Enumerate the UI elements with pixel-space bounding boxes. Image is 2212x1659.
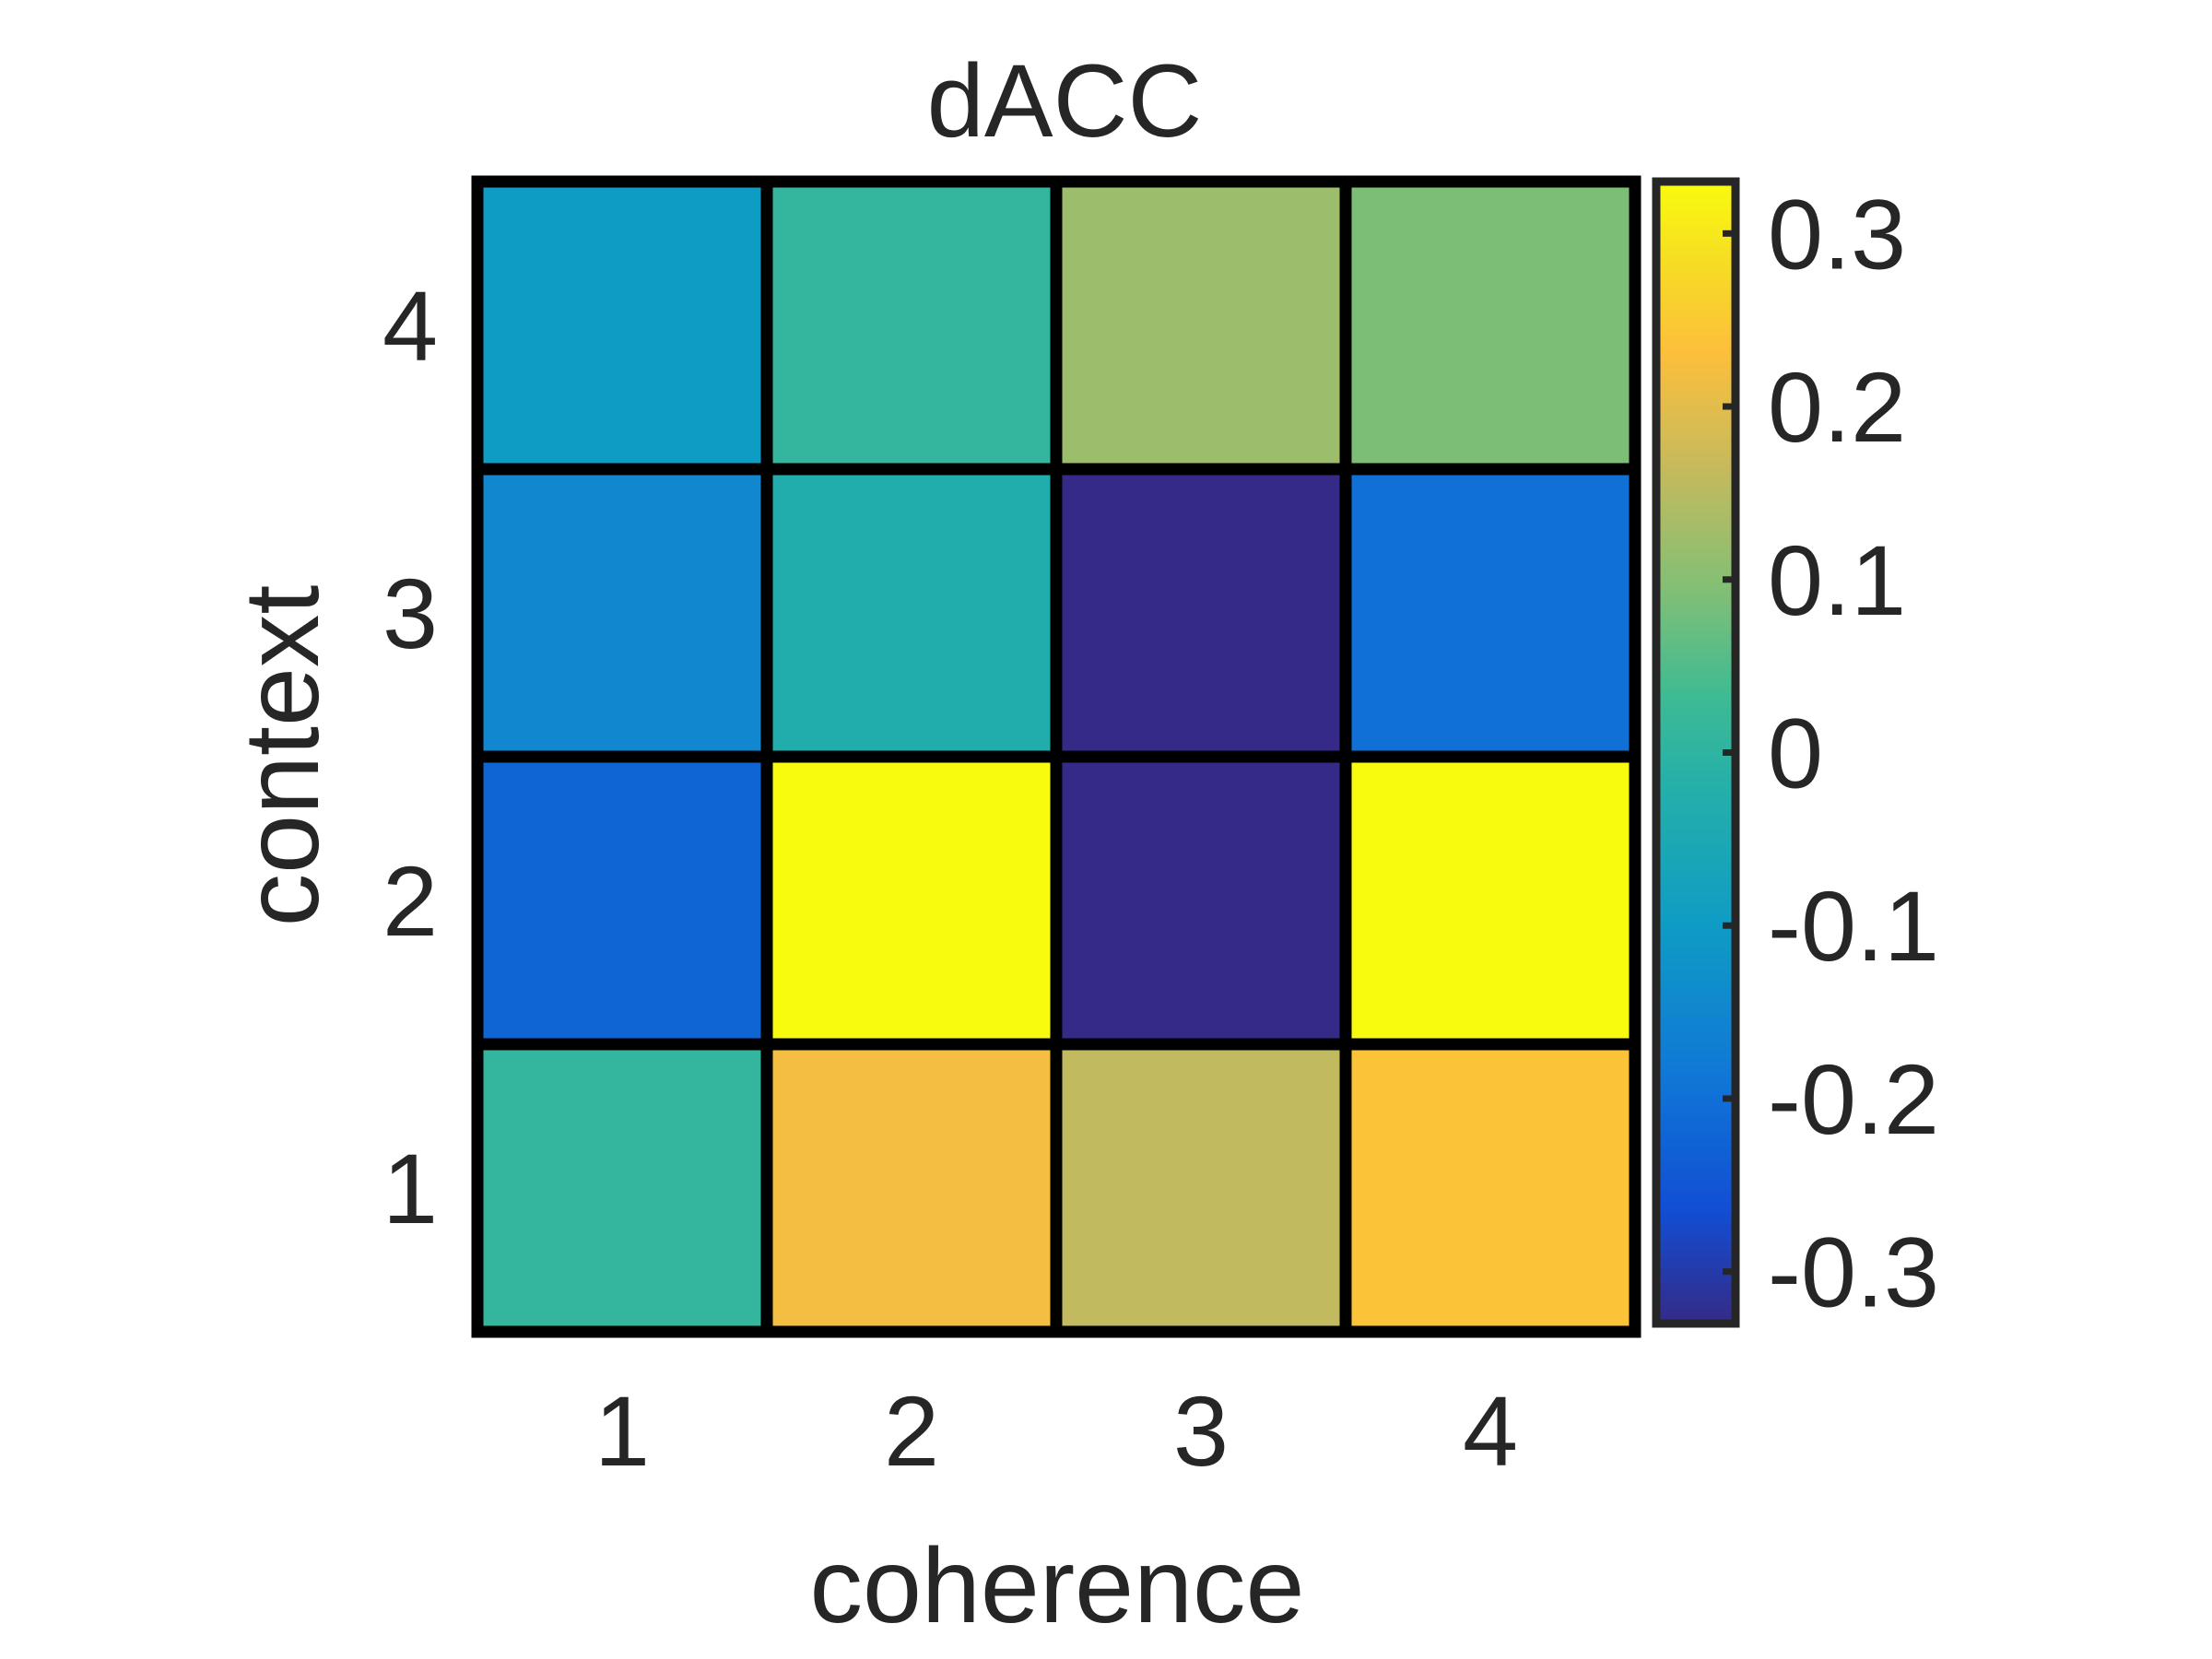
colorbar-tick-label: 0 <box>1768 698 1823 809</box>
colorbar-ticks: -0.3 -0.2 -0.1 0 0.1 0.2 0.3 <box>1723 178 1939 1328</box>
y-tick-label: 2 <box>382 845 438 957</box>
heatmap-cell-context2-coherence3 <box>1056 757 1346 1044</box>
colorbar <box>1652 177 1740 1328</box>
heatmap-cell-context4-coherence3 <box>1056 182 1346 469</box>
chart-title: dACC <box>927 43 1203 159</box>
x-axis-label: coherence <box>809 1527 1304 1645</box>
x-tick-label: 3 <box>1173 1375 1229 1487</box>
heatmap-cell-context2-coherence4 <box>1346 757 1635 1044</box>
x-tick-label: 4 <box>1463 1375 1518 1487</box>
x-tick-label: 1 <box>594 1375 650 1487</box>
heatmap-cell-context3-coherence1 <box>477 469 767 757</box>
heatmap-cell-context1-coherence1 <box>477 1044 767 1332</box>
heatmap-cell-context1-coherence2 <box>767 1044 1056 1332</box>
colorbar-tick-label: 0.2 <box>1768 351 1906 463</box>
x-tick-label: 2 <box>884 1375 939 1487</box>
heatmap-cell-context3-coherence2 <box>767 469 1056 757</box>
x-tick-labels: 1 2 3 4 <box>594 1375 1518 1487</box>
y-tick-label: 3 <box>382 558 438 669</box>
colorbar-tick-label: 0.1 <box>1768 524 1906 636</box>
colorbar-tick-label: 0.3 <box>1768 178 1906 289</box>
heatmap-cell-context3-coherence4 <box>1346 469 1635 757</box>
y-tick-label: 4 <box>382 270 438 382</box>
heatmap-cell-context1-coherence3 <box>1056 1044 1346 1332</box>
heatmap-cell-context2-coherence1 <box>477 757 767 1044</box>
heatmap-cell-borders <box>471 175 1641 1338</box>
heatmap-cell-context4-coherence4 <box>1346 182 1635 469</box>
y-tick-label: 1 <box>382 1133 438 1244</box>
heatmap-cell-context4-coherence1 <box>477 182 767 469</box>
heatmap-cells <box>477 182 1635 1332</box>
heatmap-cell-border <box>1339 175 1641 476</box>
y-tick-labels: 1 2 3 4 <box>382 270 438 1244</box>
colorbar-tick-label: -0.1 <box>1768 870 1939 982</box>
colorbar-tick-label: -0.2 <box>1768 1043 1939 1155</box>
heatmap-cell-context3-coherence3 <box>1056 469 1346 757</box>
heatmap-cell-context4-coherence2 <box>767 182 1056 469</box>
heatmap-cell-context1-coherence4 <box>1346 1044 1635 1332</box>
colorbar-tick-label: -0.3 <box>1768 1217 1939 1328</box>
y-axis-label: context <box>223 585 341 927</box>
heatmap-cell-context2-coherence2 <box>767 757 1056 1044</box>
